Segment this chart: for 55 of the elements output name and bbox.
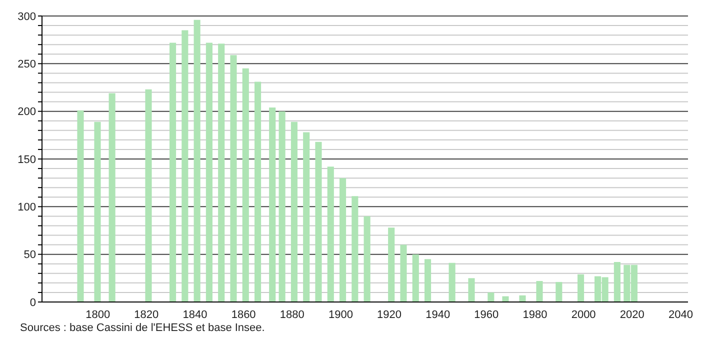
bar [206, 42, 212, 302]
y-tick-label: 250 [18, 58, 36, 71]
x-tick-label: 1800 [86, 308, 110, 321]
bar [388, 228, 395, 302]
bar [254, 82, 262, 302]
bar [290, 122, 298, 302]
bar [108, 93, 116, 302]
x-tick-label: 2000 [571, 308, 596, 321]
source-note: Sources : base Cassini de l'EHESS et base Insee. [20, 322, 266, 334]
x-tick-label: 1960 [474, 308, 499, 321]
bar [278, 111, 286, 302]
bar [230, 55, 237, 302]
x-tick-label: 1920 [377, 308, 402, 321]
bar [303, 132, 310, 302]
x-tick-label: 1840 [182, 308, 208, 321]
bar [488, 292, 494, 302]
y-tick-label: 50 [24, 249, 36, 262]
bar [315, 142, 322, 302]
bar [269, 108, 276, 302]
y-tick-label: 100 [18, 202, 36, 214]
bar [556, 282, 562, 302]
bar [352, 196, 358, 302]
y-tick-label: 150 [18, 154, 36, 166]
bar [578, 274, 584, 302]
bar [194, 20, 200, 302]
bar [614, 262, 620, 302]
bar [340, 178, 346, 302]
bar [327, 166, 334, 302]
bar [242, 68, 249, 302]
y-tick-label: 200 [18, 106, 36, 118]
bar [468, 278, 475, 302]
x-tick-label: 1820 [134, 308, 159, 321]
bar [400, 244, 407, 302]
x-tick-label: 2040 [668, 308, 693, 321]
bar [170, 42, 176, 302]
bar [364, 216, 370, 302]
x-tick-label: 1980 [522, 308, 548, 321]
x-tick-label: 1940 [426, 308, 450, 321]
bar [145, 89, 152, 302]
bar [412, 254, 419, 302]
bar [77, 110, 84, 302]
x-tick-label: 1900 [328, 308, 353, 321]
x-tick-label: 1860 [231, 308, 256, 321]
bar [182, 30, 188, 302]
bar [94, 122, 101, 302]
x-tick-label: 1880 [280, 308, 304, 321]
bar [536, 281, 543, 302]
x-tick-label: 2020 [620, 308, 644, 321]
bar [519, 295, 526, 302]
bar [424, 259, 432, 302]
y-tick-label: 300 [18, 10, 36, 23]
bar [218, 44, 225, 302]
y-tick-label: 0 [30, 296, 36, 309]
bar [502, 296, 509, 302]
bar [448, 262, 456, 302]
